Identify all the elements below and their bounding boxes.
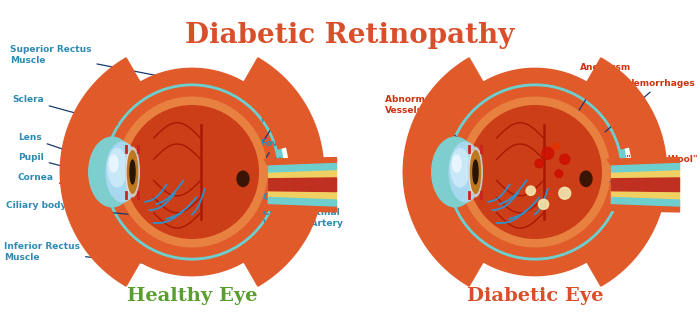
Circle shape	[553, 143, 560, 150]
Text: Sclera: Sclera	[12, 95, 117, 125]
Polygon shape	[612, 163, 680, 172]
Polygon shape	[269, 178, 337, 191]
Text: Central Retinal
Vein and Artery: Central Retinal Vein and Artery	[263, 204, 343, 228]
Polygon shape	[269, 163, 337, 206]
Text: Diabetic Eye: Diabetic Eye	[467, 287, 603, 305]
Text: Aneurysm: Aneurysm	[558, 64, 631, 144]
Ellipse shape	[470, 151, 481, 193]
Ellipse shape	[108, 149, 127, 187]
Text: Cornea: Cornea	[18, 172, 113, 197]
Polygon shape	[612, 178, 680, 191]
Circle shape	[107, 87, 277, 257]
Text: Retina: Retina	[260, 115, 293, 144]
Circle shape	[469, 106, 601, 238]
Ellipse shape	[469, 147, 482, 197]
Text: Inferior Rectus
Muscle: Inferior Rectus Muscle	[4, 242, 179, 267]
Polygon shape	[92, 195, 292, 276]
Polygon shape	[269, 163, 337, 172]
Text: Healthy Eye: Healthy Eye	[127, 287, 258, 305]
Text: Abnormal Blood
Vessels: Abnormal Blood Vessels	[385, 95, 480, 162]
Circle shape	[126, 106, 258, 238]
Ellipse shape	[449, 142, 482, 202]
Polygon shape	[265, 157, 337, 166]
Text: Lens: Lens	[18, 134, 128, 171]
Text: Superior Rectus
Muscle: Superior Rectus Muscle	[10, 45, 169, 78]
Polygon shape	[60, 58, 143, 172]
Ellipse shape	[452, 155, 461, 172]
Circle shape	[535, 159, 543, 168]
Text: "Cotton Wool"
Spots: "Cotton Wool" Spots	[590, 155, 698, 188]
Polygon shape	[608, 204, 680, 212]
Polygon shape	[584, 172, 666, 286]
Polygon shape	[60, 172, 143, 286]
Ellipse shape	[473, 160, 478, 184]
Polygon shape	[435, 195, 635, 276]
Ellipse shape	[469, 152, 477, 192]
Ellipse shape	[109, 155, 118, 172]
Polygon shape	[612, 163, 680, 206]
Text: Hemorrhages: Hemorrhages	[605, 79, 694, 132]
Ellipse shape	[127, 151, 138, 193]
Polygon shape	[403, 58, 486, 172]
Text: Optic Disc: Optic Disc	[247, 157, 312, 178]
Circle shape	[450, 87, 620, 257]
Polygon shape	[608, 157, 680, 166]
Circle shape	[542, 147, 554, 159]
Ellipse shape	[89, 137, 136, 207]
Polygon shape	[584, 58, 666, 172]
Text: Fovea: Fovea	[255, 139, 290, 176]
Circle shape	[526, 186, 536, 195]
Circle shape	[100, 80, 284, 264]
Polygon shape	[612, 197, 680, 206]
Circle shape	[555, 170, 563, 177]
Polygon shape	[435, 68, 635, 149]
Text: Ciliary body: Ciliary body	[6, 201, 128, 214]
Ellipse shape	[126, 147, 139, 197]
Ellipse shape	[237, 171, 249, 186]
Polygon shape	[241, 172, 323, 286]
Ellipse shape	[580, 171, 592, 186]
Circle shape	[559, 187, 570, 199]
Ellipse shape	[451, 149, 470, 187]
Polygon shape	[403, 172, 486, 286]
Text: Diabetic Retinopathy: Diabetic Retinopathy	[186, 22, 514, 49]
Ellipse shape	[130, 160, 135, 184]
Text: Optic nerve: Optic nerve	[263, 193, 322, 203]
Polygon shape	[269, 197, 337, 206]
Ellipse shape	[432, 137, 479, 207]
Circle shape	[443, 80, 626, 264]
Ellipse shape	[106, 142, 139, 202]
Circle shape	[560, 154, 570, 164]
Ellipse shape	[126, 152, 134, 192]
Circle shape	[538, 199, 549, 209]
Polygon shape	[241, 58, 323, 172]
Polygon shape	[265, 204, 337, 212]
Circle shape	[460, 97, 610, 247]
Text: Pupil: Pupil	[18, 154, 132, 184]
Circle shape	[117, 97, 267, 247]
Polygon shape	[92, 68, 292, 149]
